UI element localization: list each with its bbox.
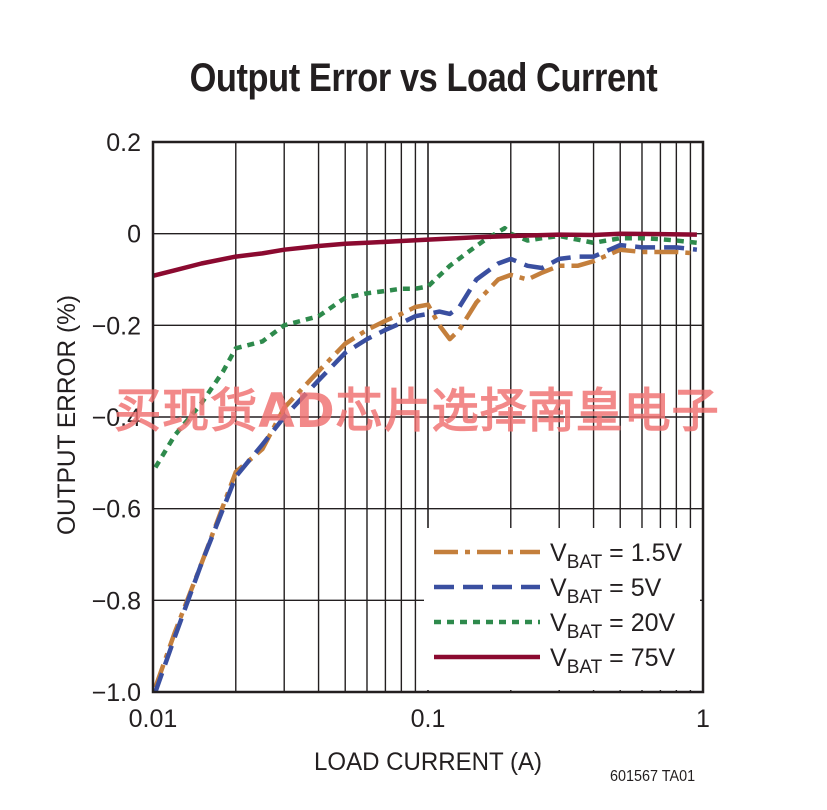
watermark-text: 买现货AD芯片选择南皇电子 — [114, 384, 720, 439]
y-tick-label: 0 — [127, 221, 141, 249]
y-tick-labels: 0.2 0 −0.2 −0.4 −0.6 −0.8 −1.0 — [92, 129, 141, 707]
y-tick-label: −0.6 — [92, 496, 141, 524]
y-tick-label: −0.8 — [92, 587, 141, 615]
x-axis-label: LOAD CURRENT (A) — [314, 748, 542, 776]
legend-label-4: VBAT = 75V — [550, 644, 676, 678]
y-tick-label: −1.0 — [92, 679, 141, 707]
legend-box — [424, 528, 700, 690]
series-line-1 — [153, 247, 698, 689]
y-tick-label: −0.4 — [92, 404, 141, 432]
series-line-4 — [152, 231, 697, 278]
x-tick-label: 1 — [696, 705, 710, 733]
x-tick-label: 0.01 — [129, 705, 178, 733]
y-axis-label: OUTPUT ERROR (%) — [53, 295, 81, 535]
plot-frame — [151, 140, 705, 694]
y-tick-label: −0.2 — [92, 312, 141, 340]
figure-id: 601567 TA01 — [610, 768, 696, 785]
chart-title: Output Error vs Load Current — [189, 56, 658, 100]
series-line-2 — [153, 242, 698, 693]
x-tick-labels: 0.01 0.1 1 — [129, 705, 710, 733]
y-tick-label: 0.2 — [106, 129, 141, 157]
x-tick-label: 0.1 — [411, 705, 446, 733]
series-line-3 — [153, 225, 698, 469]
series-lines — [152, 225, 698, 693]
legend-label-3: VBAT = 20V — [550, 609, 676, 643]
legend-label-1: VBAT = 1.5V — [550, 539, 682, 573]
legend-label-2: VBAT = 5V — [550, 574, 662, 608]
